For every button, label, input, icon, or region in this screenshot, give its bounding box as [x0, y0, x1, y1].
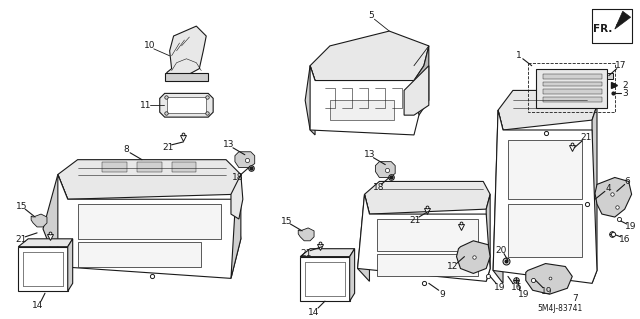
Polygon shape: [300, 249, 355, 256]
Polygon shape: [486, 194, 490, 281]
Text: 21: 21: [580, 133, 592, 142]
Text: 19: 19: [518, 290, 529, 299]
Text: 10: 10: [144, 41, 156, 50]
Text: 13: 13: [364, 150, 375, 159]
Polygon shape: [31, 214, 47, 227]
Text: 5M4J-83741: 5M4J-83741: [538, 304, 583, 313]
Text: 2: 2: [622, 81, 627, 90]
Text: 21: 21: [15, 235, 27, 244]
Text: 14: 14: [308, 308, 320, 316]
Text: 9: 9: [440, 290, 445, 299]
Text: 19: 19: [541, 287, 552, 296]
Text: 16: 16: [619, 235, 630, 244]
Text: 16: 16: [511, 283, 523, 292]
Polygon shape: [160, 93, 213, 117]
Text: 19: 19: [625, 222, 636, 232]
Polygon shape: [378, 219, 478, 251]
Polygon shape: [77, 242, 202, 266]
Polygon shape: [298, 228, 314, 241]
Text: 21: 21: [162, 143, 173, 152]
Text: 7: 7: [572, 294, 578, 303]
Text: 13: 13: [223, 140, 235, 149]
Text: 18: 18: [232, 173, 244, 182]
Polygon shape: [615, 11, 630, 29]
Polygon shape: [305, 66, 315, 135]
Polygon shape: [493, 110, 503, 283]
Polygon shape: [19, 239, 73, 247]
Polygon shape: [172, 162, 196, 172]
Polygon shape: [310, 66, 419, 135]
Polygon shape: [231, 174, 241, 278]
Polygon shape: [595, 177, 632, 217]
Polygon shape: [508, 140, 582, 199]
Text: FR.: FR.: [593, 24, 612, 34]
Polygon shape: [77, 204, 221, 239]
Text: 12: 12: [447, 262, 458, 271]
Text: 20: 20: [495, 246, 507, 255]
Text: 18: 18: [372, 183, 384, 192]
Text: 15: 15: [15, 202, 27, 211]
Polygon shape: [164, 73, 208, 80]
Text: 19: 19: [494, 283, 506, 292]
Text: 8: 8: [124, 145, 129, 154]
Polygon shape: [498, 90, 597, 130]
Polygon shape: [592, 105, 597, 283]
Polygon shape: [58, 174, 241, 278]
Polygon shape: [378, 254, 478, 276]
Text: 21: 21: [410, 216, 420, 225]
Text: 3: 3: [622, 89, 628, 98]
Polygon shape: [404, 66, 429, 115]
Polygon shape: [358, 194, 369, 281]
Polygon shape: [300, 256, 349, 301]
Text: 4: 4: [606, 184, 612, 193]
Text: 6: 6: [625, 177, 630, 186]
Polygon shape: [235, 152, 255, 167]
Polygon shape: [43, 174, 68, 273]
Polygon shape: [543, 97, 602, 102]
Polygon shape: [166, 26, 206, 76]
Polygon shape: [543, 89, 602, 94]
Polygon shape: [376, 162, 395, 177]
Polygon shape: [231, 174, 243, 219]
Polygon shape: [358, 194, 490, 281]
Text: 15: 15: [280, 217, 292, 226]
Polygon shape: [414, 46, 429, 115]
Text: 5: 5: [369, 11, 374, 20]
Text: 1: 1: [516, 51, 522, 60]
Polygon shape: [102, 162, 127, 172]
Polygon shape: [508, 204, 582, 256]
Polygon shape: [543, 82, 602, 86]
Polygon shape: [137, 162, 162, 172]
Polygon shape: [310, 31, 429, 85]
Text: 21: 21: [300, 249, 312, 258]
Polygon shape: [543, 74, 602, 78]
Polygon shape: [68, 239, 73, 291]
Polygon shape: [330, 100, 394, 120]
Polygon shape: [19, 247, 68, 291]
Polygon shape: [365, 182, 490, 214]
Polygon shape: [456, 241, 490, 273]
Polygon shape: [536, 69, 607, 108]
Text: 17: 17: [615, 61, 627, 70]
Text: 11: 11: [140, 101, 152, 110]
Polygon shape: [526, 263, 572, 294]
Polygon shape: [58, 160, 241, 199]
Polygon shape: [349, 249, 355, 301]
Polygon shape: [166, 97, 206, 113]
Text: 14: 14: [33, 300, 44, 310]
Polygon shape: [493, 110, 597, 283]
